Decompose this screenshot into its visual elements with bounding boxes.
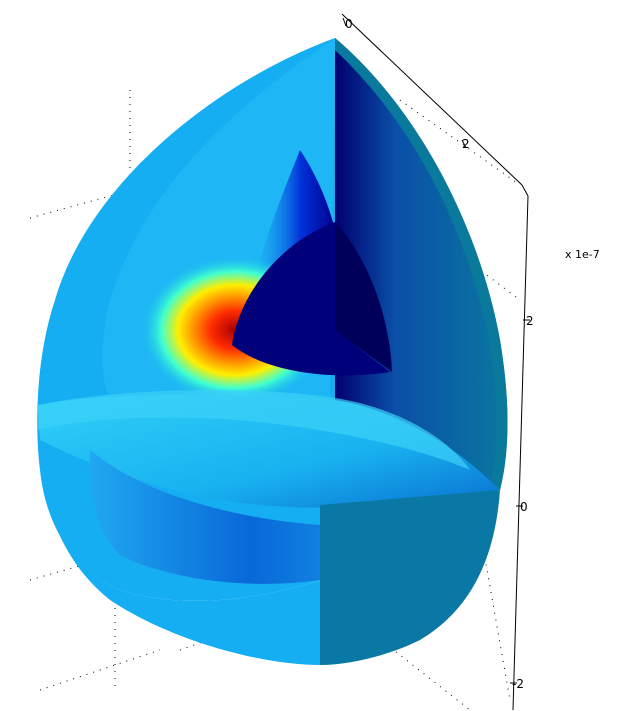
slab-top-face bbox=[38, 389, 470, 470]
right-rim bbox=[335, 38, 508, 490]
z-axis-tick-2: 2 bbox=[526, 314, 534, 328]
lower-outer-shell bbox=[40, 440, 320, 665]
top-axis-tick-0: 0 bbox=[345, 17, 353, 31]
lower-interior bbox=[89, 450, 320, 584]
z-axis-tick-0: 0 bbox=[520, 500, 528, 514]
lower-right-face bbox=[320, 490, 500, 665]
top-axis-tick-2: 2 bbox=[462, 137, 470, 151]
z-axis-tick-neg2: -2 bbox=[512, 677, 524, 691]
inner-core bbox=[232, 222, 390, 376]
inner-core-right bbox=[335, 222, 392, 372]
axis-scale-label: x 1e-7 bbox=[565, 248, 600, 261]
right-cut-face bbox=[335, 38, 508, 490]
axis-frame bbox=[341, 13, 530, 711]
